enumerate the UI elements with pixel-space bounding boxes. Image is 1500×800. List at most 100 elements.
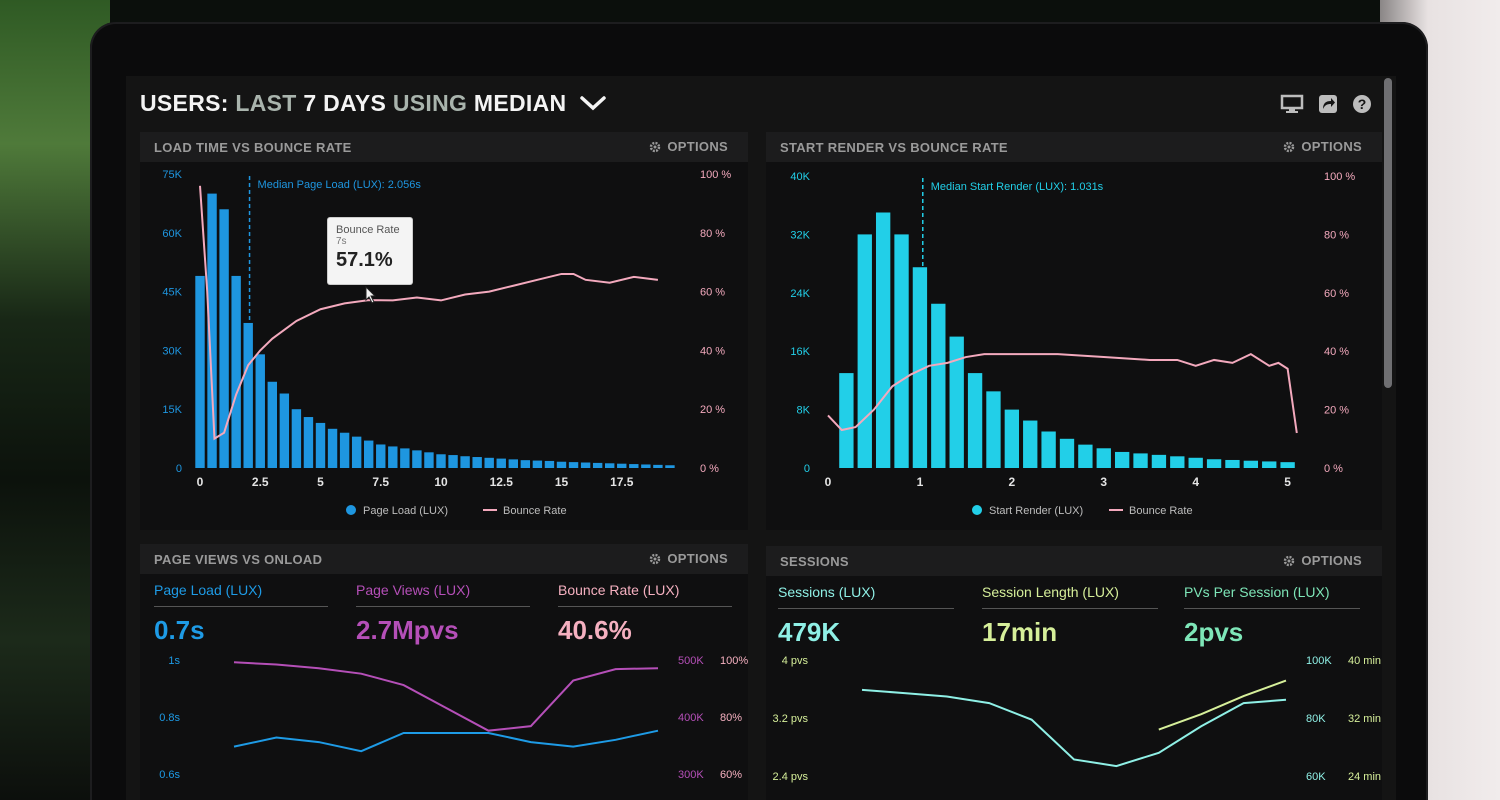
chart-bar [556, 461, 567, 468]
y-left-tick-label: 75K [162, 169, 182, 181]
metric-value: 479K [778, 617, 841, 647]
y-right-tick-label: 80K [1306, 713, 1326, 725]
legend-bars-label: Start Render (LUX) [989, 505, 1083, 517]
metric-value: 2pvs [1184, 617, 1244, 647]
bounce-rate-tooltip: Bounce Rate 7s 57.1% [328, 218, 412, 284]
metric-label: Page Load (LUX) [154, 582, 263, 598]
chart-bar [986, 391, 1001, 468]
chart-bar [460, 456, 470, 468]
median-annotation: Median Page Load (LUX): 2.056s [258, 179, 422, 191]
legend-bars-swatch [346, 505, 356, 515]
chart-bar [243, 322, 253, 468]
chart-bar [839, 373, 854, 468]
metric-label: Page Views (LUX) [356, 582, 471, 598]
title-using: USING [392, 90, 468, 116]
chart-bar [617, 463, 627, 468]
tooltip-x: 7s [336, 236, 347, 247]
chart-bar [967, 373, 983, 468]
chart-bar [400, 448, 410, 468]
metric-divider [1184, 608, 1360, 609]
start-render-chart: Median Start Render (LUX): 1.031s 0 8K 16K 2… [790, 171, 1355, 517]
chevron-down-icon[interactable] [579, 91, 607, 118]
chart-bar [448, 455, 458, 468]
chart-bar [472, 457, 482, 468]
options-button[interactable]: OPTIONS [649, 551, 728, 566]
options-button[interactable]: OPTIONS [1283, 553, 1362, 568]
y-right-tick-label: 20 % [700, 404, 725, 416]
metric-page-views: Page Views (LUX) 2.7Mpvs [356, 582, 530, 646]
chart-bar [1059, 438, 1075, 468]
chart-bar [641, 464, 651, 468]
metric-label: Sessions (LUX) [778, 584, 876, 600]
chart-bar [291, 409, 302, 468]
load-time-chart: Median Page Load (LUX): 2.056s 0 15K 30K 45K… [162, 169, 731, 517]
y-right-tick-label: 80 % [700, 228, 725, 240]
chart-bar [255, 354, 265, 468]
chart-bar [1170, 456, 1185, 468]
title-last: LAST [235, 90, 297, 116]
share-icon[interactable] [1318, 94, 1338, 114]
chart-bar [496, 458, 506, 468]
chart-bar [315, 422, 326, 468]
gear-icon [650, 553, 661, 564]
series-line [233, 729, 659, 753]
y-left-tick-label: 16K [790, 346, 810, 358]
y-left-tick-label: 0.6s [159, 769, 180, 781]
title-days: 7 DAYS [303, 90, 387, 116]
options-button[interactable]: OPTIONS [1283, 139, 1362, 154]
metric-divider [982, 608, 1158, 609]
x-tick-label: 17.5 [610, 475, 634, 489]
chart-bar [1188, 457, 1203, 468]
chart-bar [207, 193, 217, 468]
monitor-icon[interactable] [1280, 94, 1304, 114]
help-icon[interactable]: ? [1352, 94, 1372, 114]
sessions-panel: SESSIONS OPTIONS Sessions (LUX) 479K Ses… [766, 546, 1382, 800]
gear-icon [1284, 141, 1295, 152]
x-tick-label: 0 [197, 475, 204, 489]
chart-bar [605, 463, 615, 468]
y-right-tick-label: 100 % [1324, 171, 1355, 183]
series-line [233, 661, 659, 732]
y-right-tick-label: 60K [1306, 771, 1326, 783]
y-right-tick-label: 60 % [1324, 288, 1349, 300]
options-button[interactable]: OPTIONS [649, 139, 728, 154]
start-render-panel: START RENDER VS BOUNCE RATE OPTIONS Medi… [766, 132, 1382, 530]
chart-bar [339, 432, 350, 468]
x-tick-label: 10 [434, 475, 448, 489]
series-line [861, 688, 1287, 768]
y-left-tick-label: 0 [804, 463, 810, 475]
x-tick-label: 3 [1100, 475, 1107, 489]
x-tick-label: 0 [825, 475, 832, 489]
metric-bounce-rate: Bounce Rate (LUX) 40.6% [558, 582, 732, 646]
metric-label: PVs Per Session (LUX) [1184, 584, 1330, 600]
chart-bar [931, 303, 946, 468]
x-tick-label: 2 [1009, 475, 1016, 489]
scrollbar[interactable] [1384, 78, 1392, 388]
panel-title: SESSIONS [780, 554, 849, 569]
chart-bar [279, 393, 290, 468]
page-title[interactable]: USERS: LAST 7 DAYS USING MEDIAN [140, 90, 607, 118]
chart-bar [267, 381, 277, 468]
x-tick-label: 1 [917, 475, 924, 489]
metric-divider [558, 606, 732, 607]
bounce-rate-line [199, 185, 659, 441]
metric-label: Session Length (LUX) [982, 584, 1119, 600]
metric-label: Bounce Rate (LUX) [558, 582, 680, 598]
chart-bar [665, 465, 675, 468]
options-label: OPTIONS [667, 551, 728, 566]
panel-header: LOAD TIME VS BOUNCE RATE OPTIONS [140, 132, 748, 162]
options-label: OPTIONS [1301, 553, 1362, 568]
y-right-tick-label: 500K [678, 655, 704, 667]
x-tick-label: 7.5 [372, 475, 389, 489]
y-right-tick-label: 0 % [700, 463, 719, 475]
x-tick-label: 12.5 [490, 475, 514, 489]
chart-bar [592, 462, 603, 468]
x-tick-label: 5 [317, 475, 324, 489]
chart-bar [1133, 453, 1148, 468]
x-tick-label: 2.5 [252, 475, 269, 489]
y-left-tick-label: 24K [790, 288, 810, 300]
metric-value: 2.7Mpvs [356, 615, 459, 645]
legend-line-label: Bounce Rate [503, 505, 567, 517]
chart-bar [857, 234, 872, 468]
chart-bar [351, 436, 362, 468]
